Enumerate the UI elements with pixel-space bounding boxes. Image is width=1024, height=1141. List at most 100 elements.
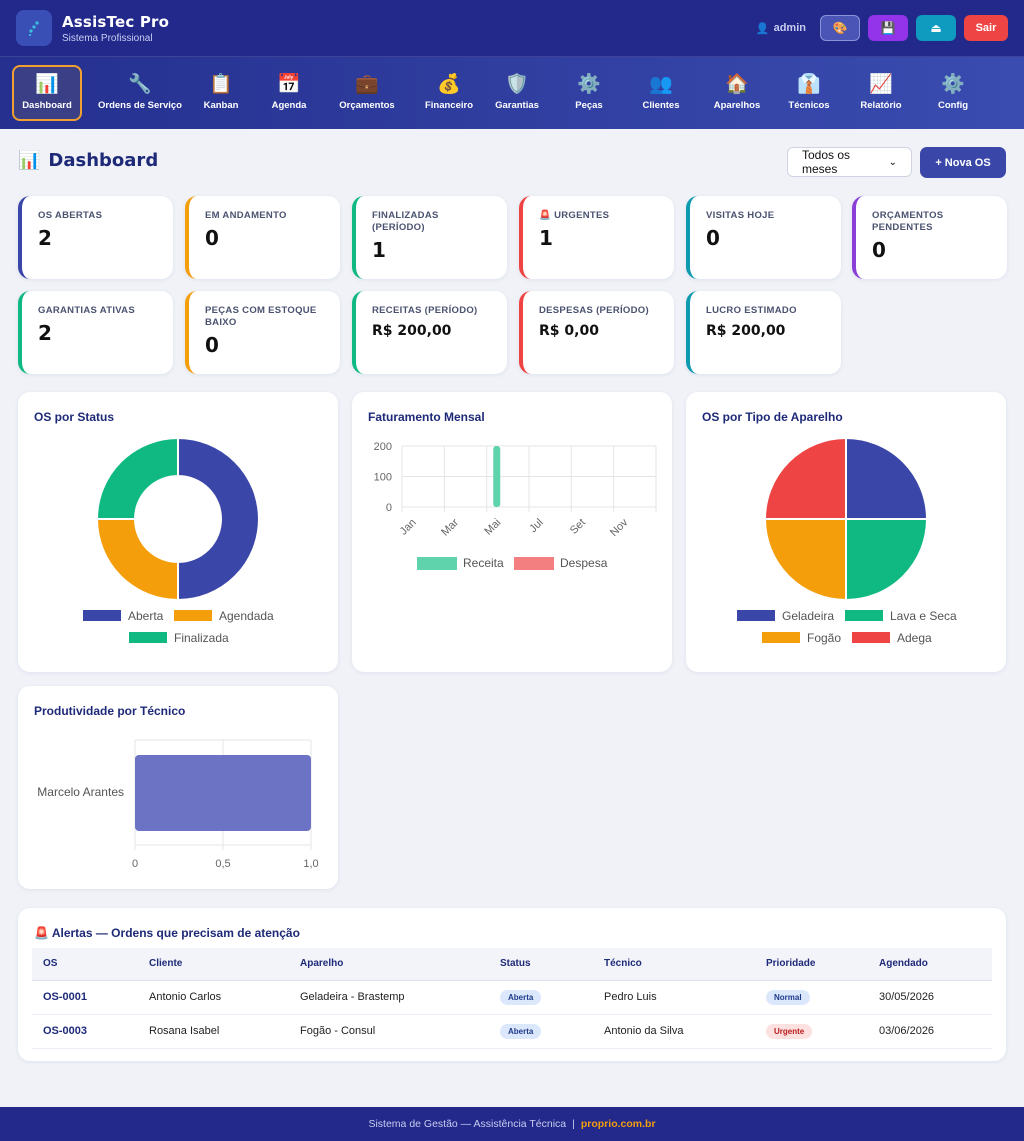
nav-item-financeiro[interactable]: 💰 Financeiro (414, 65, 484, 121)
alerts-table: OS Cliente Aparelho Status Técnico Prioridade… (32, 948, 992, 1049)
footer-text: Sistema de Gestão — Assistência Técnica (368, 1118, 567, 1130)
stat-card: OS Abertas 2 (18, 196, 173, 279)
chevron-down-icon: ⌄ (888, 156, 897, 168)
nav-item-relatório[interactable]: 📈 Relatório (846, 65, 916, 121)
stat-card: Receitas (Período) R$ 200,00 (352, 291, 507, 374)
nav-item-kanban[interactable]: 📋 Kanban (186, 65, 256, 121)
nav-label: Orçamentos (339, 100, 395, 111)
nav-label: Garantias (495, 100, 539, 111)
os-cell: OS-0001 (32, 980, 138, 1015)
footer: Sistema de Gestão — Assistência Técnica … (0, 1107, 1024, 1141)
period-select[interactable]: Todos os meses ⌄ (787, 147, 912, 177)
stat-card: 🚨 Urgentes 1 (519, 196, 674, 279)
nav-item-config[interactable]: ⚙️ Config (918, 65, 988, 121)
y-tick-label: 200 (374, 441, 392, 453)
nav-item-dashboard[interactable]: 📊 Dashboard (12, 65, 82, 121)
client-cell: Antonio Carlos (138, 980, 289, 1015)
nav-item-garantias[interactable]: 🛡️ Garantias (482, 65, 552, 121)
table-row[interactable]: OS-0001 Antonio Carlos Geladeira - Brastem… (32, 980, 992, 1015)
nav-item-técnicos[interactable]: 👔 Técnicos (774, 65, 844, 121)
legend-swatch (762, 632, 800, 643)
footer-separator: | (572, 1118, 575, 1130)
legend-label: Despesa (560, 556, 608, 570)
column-header[interactable]: Agendado (868, 948, 992, 981)
device-pie-chart: Geladeira Lava e Seca Fogão Adega (737, 436, 957, 645)
nav-item-agenda[interactable]: 📅 Agenda (254, 65, 324, 121)
x-tick-label: Nov (608, 516, 631, 539)
alerts-title: 🚨 Alertas — Ordens que precisam de atenç… (34, 926, 300, 940)
nav-item-clientes[interactable]: 👥 Clientes (626, 65, 696, 121)
donut-slice (95, 436, 179, 520)
legend-label: Finalizada (174, 631, 229, 645)
nav-icon: 📅 (277, 74, 301, 95)
table-row[interactable]: OS-0003 Rosana Isabel Fogão - Consul Aberta… (32, 1014, 992, 1049)
stat-card: Finalizadas (Período) 1 (352, 196, 507, 279)
status-cell: Aberta (489, 1014, 593, 1049)
nav-label: Técnicos (788, 100, 830, 111)
save-button[interactable]: 💾 (868, 15, 908, 41)
chart-title: OS por Tipo de Aparelho (702, 410, 843, 424)
nav-icon: 🏠 (725, 74, 749, 95)
user-icon: 👤 (755, 22, 770, 35)
status-badge: Aberta (500, 989, 542, 1005)
legend-swatch (845, 610, 883, 621)
scheduled-cell: 30/05/2026 (868, 980, 992, 1015)
legend-label: Lava e Seca (890, 609, 957, 623)
x-tick-label: Jan (398, 517, 419, 538)
pie-slice (763, 436, 847, 520)
column-header[interactable]: Aparelho (289, 948, 489, 981)
legend-label: Fogão (807, 631, 841, 645)
x-tick-label: Set (568, 517, 588, 537)
x-tick-label: 1,0 (303, 858, 318, 870)
nav-item-orçamentos[interactable]: 💼 Orçamentos (332, 65, 402, 121)
backup-button[interactable]: ⏏ (916, 15, 956, 41)
priority-cell: Normal (755, 980, 868, 1015)
technician-cell: Pedro Luis (593, 980, 755, 1015)
stat-value: 1 (372, 238, 386, 262)
floppy-icon: 💾 (880, 21, 896, 35)
nav-item-ordens-de-serviço[interactable]: 🔧 Ordens de Serviço (92, 65, 188, 121)
nav-icon: 👥 (649, 74, 673, 95)
legend-label: Aberta (128, 609, 164, 623)
legend-swatch (852, 632, 890, 643)
column-header[interactable]: OS (32, 948, 138, 981)
stat-value: 1 (539, 226, 553, 250)
column-header[interactable]: Prioridade (755, 948, 868, 981)
status-cell: Aberta (489, 980, 593, 1015)
nav-item-aparelhos[interactable]: 🏠 Aparelhos (702, 65, 772, 121)
nav-icon: 👔 (797, 74, 821, 95)
palette-icon: 🎨 (832, 21, 848, 35)
new-os-button[interactable]: + Nova OS (920, 147, 1006, 178)
legend-label: Adega (897, 631, 932, 645)
column-header[interactable]: Status (489, 948, 593, 981)
column-header[interactable]: Técnico (593, 948, 755, 981)
priority-cell: Urgente (755, 1014, 868, 1049)
legend-swatch (174, 610, 212, 621)
stat-value: 0 (706, 226, 720, 250)
nav-icon: 📊 (35, 74, 59, 95)
logout-button[interactable]: Sair (964, 15, 1008, 41)
stat-label: Orçamentos Pendentes (872, 210, 944, 233)
nav-icon: 💰 (437, 74, 461, 95)
app-logo (16, 10, 52, 46)
stat-label: Garantias Ativas (38, 305, 135, 316)
x-tick-label: Jul (527, 517, 545, 535)
x-tick-label: 0 (132, 858, 138, 870)
stat-value: R$ 0,00 (539, 323, 599, 339)
stat-value: 0 (205, 226, 219, 250)
app-title: AssisTec Pro (62, 12, 170, 31)
page-title: Dashboard (48, 150, 159, 171)
theme-button[interactable]: 🎨 (820, 15, 860, 41)
current-user: 👤 admin (756, 22, 806, 35)
column-header[interactable]: Cliente (138, 948, 289, 981)
x-tick-label: 0,5 (215, 858, 230, 870)
technician-cell: Antonio da Silva (593, 1014, 755, 1049)
footer-link[interactable]: proprio.com.br (580, 1118, 656, 1130)
legend-swatch (83, 610, 121, 621)
x-tick-label: Mai (482, 517, 503, 538)
legend-swatch (129, 632, 167, 643)
stat-value: 0 (872, 238, 886, 262)
user-name: admin (773, 22, 806, 34)
nav-item-peças[interactable]: ⚙️ Peças (554, 65, 624, 121)
app-subtitle: Sistema Profissional (62, 32, 153, 44)
